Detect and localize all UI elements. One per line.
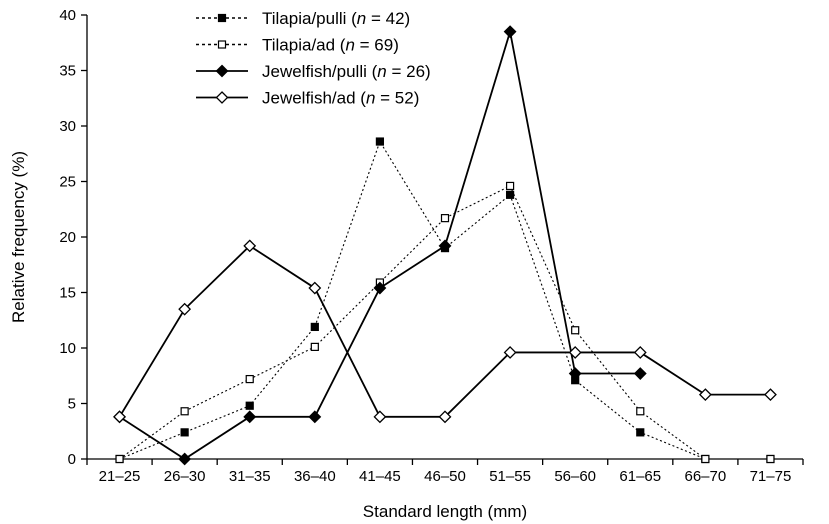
y-tick-label: 40 [59,7,76,24]
legend-marker [215,91,229,104]
data-point [308,410,322,424]
x-tick-label: 46–50 [424,468,466,485]
x-tick-label: 31–35 [229,468,271,485]
data-point [310,342,319,351]
legend-item: Tilapia/pulli (n = 42) [196,9,410,28]
y-tick-label: 10 [59,340,76,357]
y-tick-label: 20 [59,229,76,246]
data-point [373,410,387,424]
x-tick-label: 56–60 [554,468,596,485]
axes [86,15,803,460]
data-point [503,25,517,39]
x-ticks: 21–25 26–30 31–35 36–40 41–45 46–50 51–55 56–60… [86,459,804,485]
legend-label: Tilapia/ad (n = 69) [262,36,399,55]
data-point [113,410,126,424]
data-point [505,190,515,199]
data-point [633,346,647,359]
data-point [115,454,124,464]
data-point [310,322,319,332]
data-point [438,239,452,253]
data-point [568,367,582,380]
x-tick-label: 26–30 [164,468,206,485]
data-point [373,281,387,295]
y-tick-label: 35 [59,63,76,80]
legend-marker [217,40,227,49]
data-point [568,346,582,359]
data-point [178,452,192,466]
legend-label: Jewelfish/pulli (n = 26) [262,62,431,81]
data-point [243,410,257,424]
x-axis-title: Standard length (mm) [363,502,527,521]
legend-label: Jewelfish/ad (n = 52) [262,89,419,108]
series-3 [113,25,647,466]
data-point [766,454,775,464]
x-tick-label: 61–65 [619,468,661,485]
data-point [571,326,580,335]
data-point [180,407,189,416]
series-4 [113,239,777,424]
data-point [375,137,385,146]
y-tick-label: 30 [59,118,76,135]
x-tick-label: 21–25 [99,468,141,485]
legend-item: Jewelfish/ad (n = 52) [196,89,419,108]
legend-label: Tilapia/pulli (n = 42) [262,9,410,28]
legend-marker [215,64,229,78]
legend-item: Jewelfish/pulli (n = 26) [196,62,431,81]
data-point [440,214,450,223]
y-tick-label: 5 [68,396,76,413]
data-point [245,374,254,384]
data-point [243,239,257,253]
data-point [764,388,777,402]
data-point [438,410,452,424]
series-line [119,185,771,460]
legend: Tilapia/pulli (n = 42) Tilapia/ad (n = 69… [196,9,431,108]
legend-item: Tilapia/ad (n = 69) [196,36,399,55]
data-point [636,407,645,416]
x-tick-label: 41–45 [359,468,401,485]
y-axis-title: Relative frequency (%) [9,151,28,323]
x-tick-label: 36–40 [294,468,336,485]
x-tick-label: 51–55 [489,468,531,485]
series-layer [113,25,777,466]
data-point [633,367,647,380]
data-point [245,401,254,410]
x-tick-label: 71–75 [750,468,792,485]
y-tick-label: 15 [59,285,76,302]
data-point [505,181,515,191]
series-line [118,244,771,418]
data-point [636,428,645,437]
y-tick-label: 0 [68,451,76,468]
legend-marker [217,13,227,23]
y-ticks: 0 5 10 15 20 25 30 35 40 [59,7,87,468]
x-tick-label: 66–70 [685,468,727,485]
data-point [503,346,517,359]
data-point [308,281,322,295]
y-tick-label: 25 [59,174,76,191]
data-point [178,302,192,316]
data-point [180,428,189,437]
data-point [701,454,710,464]
data-point [698,388,712,402]
